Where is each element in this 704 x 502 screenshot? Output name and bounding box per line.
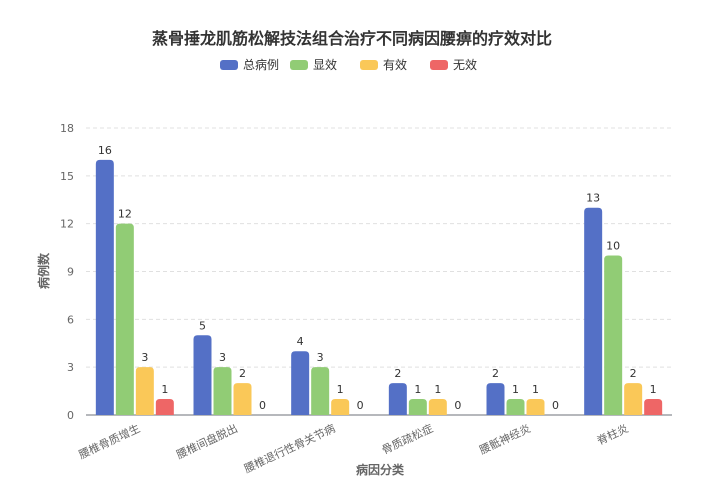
y-tick-label: 6	[67, 313, 74, 326]
data-label: 0	[552, 399, 559, 412]
legend-swatch	[360, 60, 378, 70]
y-tick-label: 0	[67, 409, 74, 422]
data-label: 2	[394, 367, 401, 380]
bar-有效-骨质疏松症	[428, 399, 447, 415]
data-label: 0	[259, 399, 266, 412]
data-label: 0	[357, 399, 364, 412]
data-label: 1	[512, 383, 519, 396]
data-label: 2	[630, 367, 637, 380]
bar-显效-腰椎间盘脱出	[213, 367, 232, 415]
bar-无效-脊柱炎	[644, 399, 663, 415]
data-label: 3	[141, 351, 148, 364]
legend: 总病例 显效 有效 无效	[220, 57, 477, 72]
bar-总病例-腰骶神经炎	[486, 383, 505, 415]
bar-有效-腰椎间盘脱出	[233, 383, 252, 415]
y-tick-label: 15	[60, 170, 74, 183]
data-label: 5	[199, 319, 206, 332]
legend-label: 总病例	[243, 57, 279, 72]
bar-显效-脊柱炎	[604, 255, 623, 415]
data-label: 1	[650, 383, 657, 396]
x-category-label: 脊柱炎	[595, 421, 631, 448]
legend-label: 无效	[453, 57, 477, 72]
y-tick-label: 9	[67, 266, 74, 279]
legend-swatch	[290, 60, 308, 70]
bar-总病例-骨质疏松症	[388, 383, 407, 415]
bar-显效-腰椎退行性骨关节病	[311, 367, 330, 415]
bar-有效-腰骶神经炎	[526, 399, 545, 415]
y-axis-ticks: 0 3 6 9 12 15 18	[60, 122, 74, 422]
x-category-label: 腰椎间盘脱出	[174, 421, 240, 462]
data-label: 2	[492, 367, 499, 380]
data-label: 1	[161, 383, 168, 396]
y-tick-label: 18	[60, 122, 74, 135]
bar-显效-骨质疏松症	[408, 399, 427, 415]
x-category-label: 腰椎骨质增生	[76, 421, 142, 462]
bar-显效-腰骶神经炎	[506, 399, 525, 415]
data-label: 1	[337, 383, 344, 396]
data-label: 4	[297, 335, 304, 348]
bar-显效-腰椎骨质增生	[115, 223, 134, 415]
bar-无效-腰椎骨质增生	[155, 399, 174, 415]
data-label: 0	[454, 399, 461, 412]
data-label: 1	[434, 383, 441, 396]
data-label: 2	[239, 367, 246, 380]
bars	[95, 159, 663, 415]
data-label: 1	[532, 383, 539, 396]
data-label: 12	[118, 208, 132, 221]
legend-label: 有效	[383, 57, 407, 72]
bar-总病例-脊柱炎	[584, 207, 603, 415]
x-category-label: 腰椎退行性骨关节病	[242, 421, 338, 476]
y-axis-title: 病例数	[36, 252, 51, 289]
x-axis-category-labels: 腰椎骨质增生 腰椎间盘脱出 腰椎退行性骨关节病 骨质疏松症 腰骶神经炎 脊柱炎	[76, 421, 630, 476]
data-label: 10	[606, 240, 620, 253]
legend-swatch	[430, 60, 448, 70]
x-axis-title: 病因分类	[356, 462, 405, 477]
legend-swatch	[220, 60, 238, 70]
y-tick-label: 3	[67, 361, 74, 374]
bar-总病例-腰椎骨质增生	[95, 159, 114, 415]
bar-有效-脊柱炎	[624, 383, 643, 415]
x-category-label: 腰骶神经炎	[477, 421, 533, 457]
grid	[86, 127, 672, 368]
data-label: 13	[586, 192, 600, 205]
bar-有效-腰椎退行性骨关节病	[331, 399, 350, 415]
chart-title: 蒸骨捶龙肌筋松解技法组合治疗不同病因腰痹的疗效对比	[152, 29, 552, 48]
data-label: 3	[219, 351, 226, 364]
data-label: 1	[414, 383, 421, 396]
bar-总病例-腰椎退行性骨关节病	[291, 351, 310, 415]
y-tick-label: 12	[60, 218, 74, 231]
legend-label: 显效	[313, 57, 337, 72]
bar-有效-腰椎骨质增生	[135, 367, 154, 415]
bar-总病例-腰椎间盘脱出	[193, 335, 212, 415]
x-category-label: 骨质疏松症	[379, 421, 435, 457]
data-label: 16	[98, 144, 112, 157]
data-label: 3	[317, 351, 324, 364]
